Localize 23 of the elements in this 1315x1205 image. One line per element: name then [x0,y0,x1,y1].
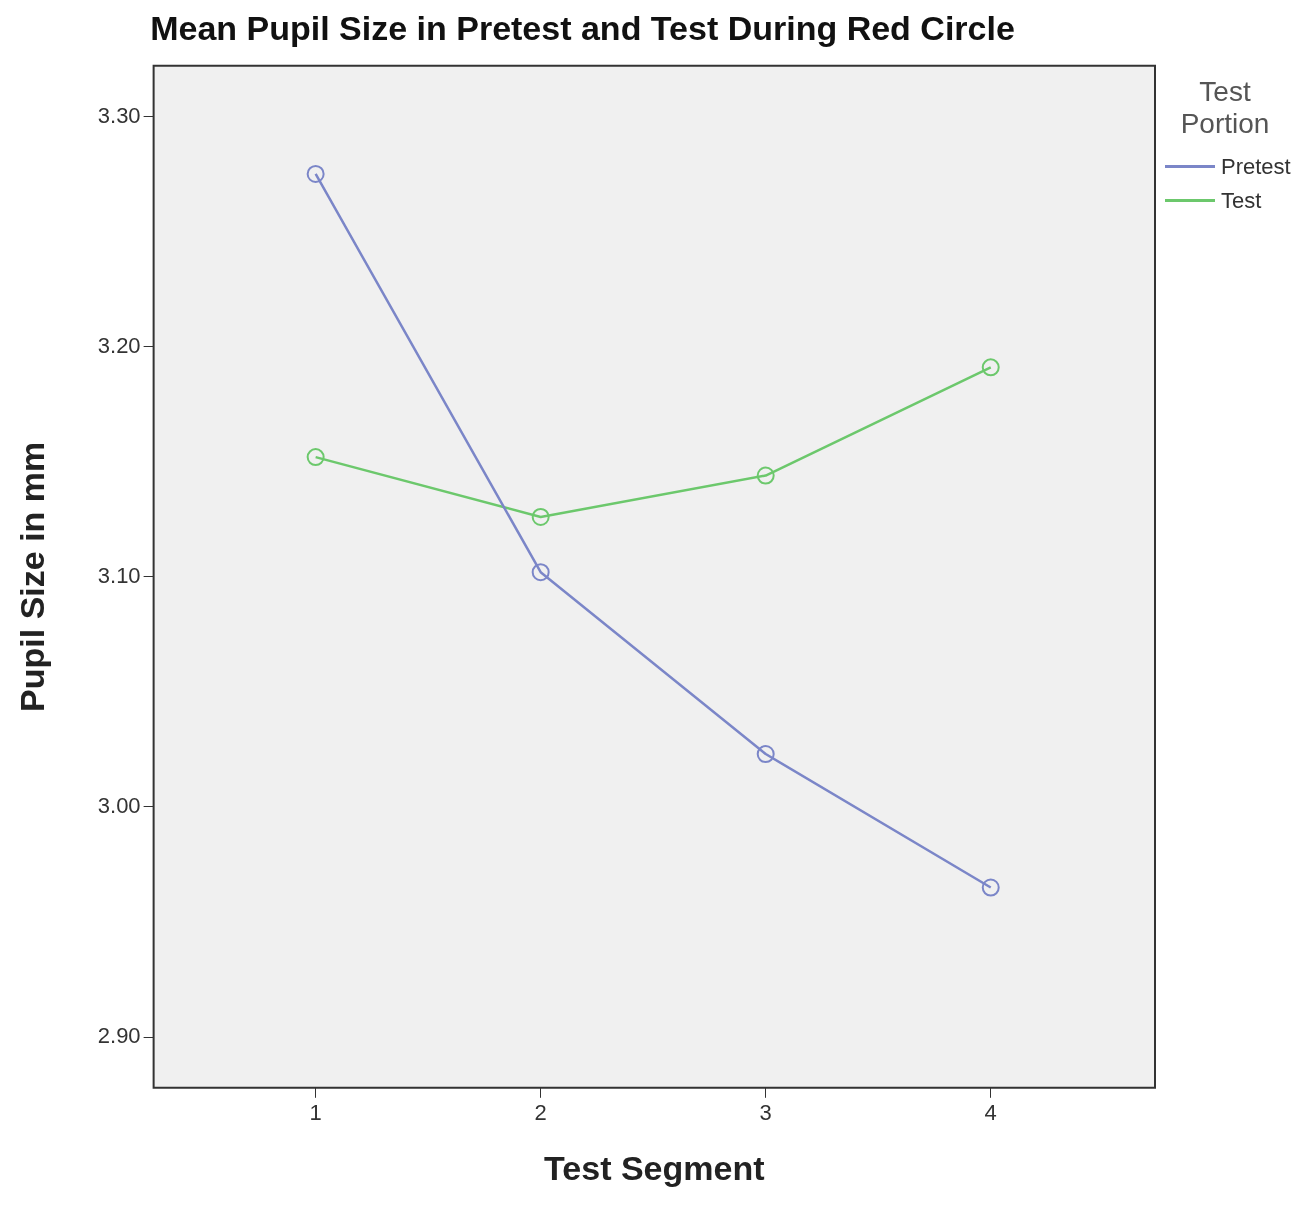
legend-label: Pretest [1221,153,1291,180]
point [306,164,325,183]
point [531,507,550,526]
point [756,745,775,764]
y-tick-label: 2.90 [97,1023,141,1049]
x-axis-title: Test Segment [544,1148,765,1187]
x-tick-label: 3 [759,1100,772,1126]
y-tick-label: 3.30 [97,102,141,128]
x-tick-label: 1 [309,1100,322,1126]
point [981,358,1000,377]
legend-title: Test Portion [1179,75,1271,140]
y-tick-label: 3.00 [97,793,141,819]
y-tick-label: 3.10 [97,562,141,588]
point [981,878,1000,897]
legend-label: Test [1221,187,1262,214]
y-tick-label: 3.20 [97,332,141,358]
chart-title: Mean Pupil Size in Pretest and Test During Red Circle [150,8,1015,47]
point [306,448,325,467]
point [531,563,550,582]
point [756,466,775,485]
x-tick-label: 2 [534,1100,547,1126]
y-axis-title: Pupil Size in mm [12,441,51,712]
x-tick-label: 4 [984,1100,997,1126]
